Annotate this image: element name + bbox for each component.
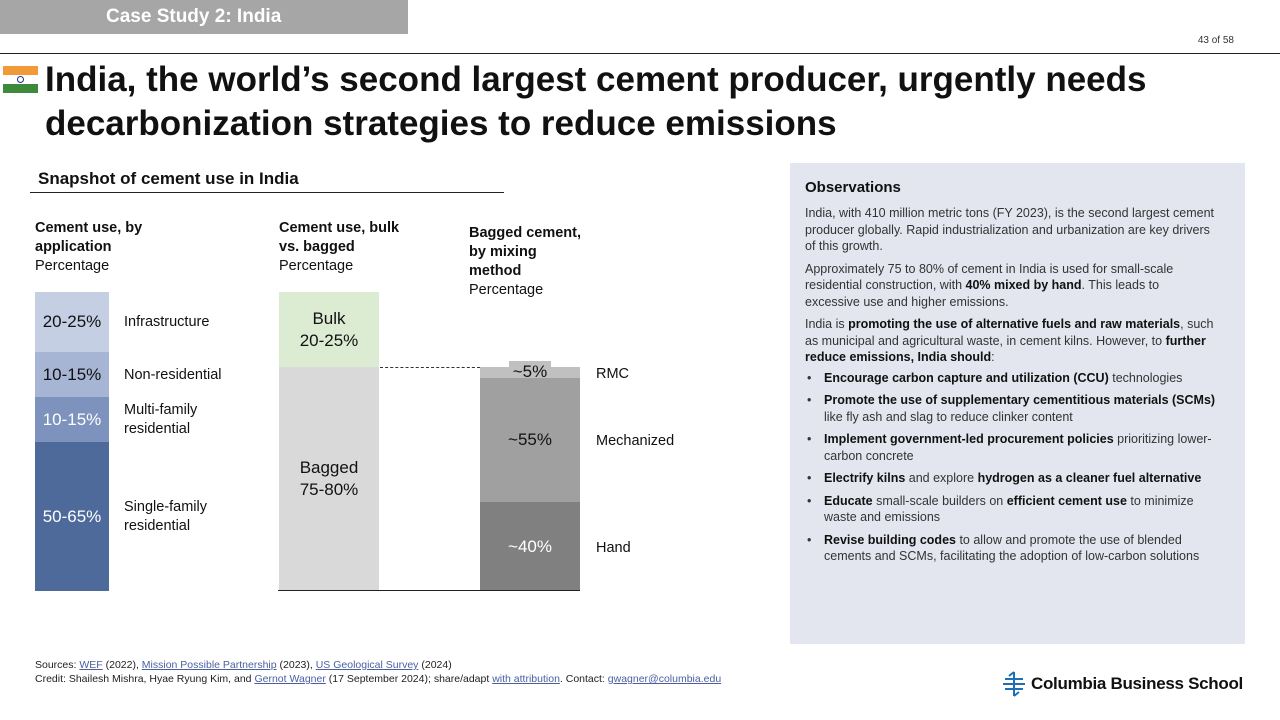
wef-link[interactable]: WEF	[79, 659, 103, 671]
list-item: Electrify kilns and explore hydrogen as …	[805, 470, 1217, 487]
sources-line: Sources: WEF (2022), Mission Possible Pa…	[35, 659, 452, 671]
attribution-link[interactable]: with attribution	[492, 673, 560, 685]
list-item: Promote the use of supplementary cementi…	[805, 392, 1217, 425]
bar-segment-infrastructure: 20-25%	[35, 292, 109, 352]
credit-line: Credit: Shailesh Mishra, Hyae Ryung Kim,…	[35, 673, 722, 685]
rmc-value-label: ~5%	[509, 361, 551, 383]
bar-segment-multi-family: 10-15%	[35, 397, 109, 442]
columbia-logo: Columbia Business School	[1002, 671, 1243, 697]
list-item: Revise building codes to allow and promo…	[805, 532, 1217, 565]
bar-segment-non-residential: 10-15%	[35, 352, 109, 397]
list-item: Encourage carbon capture and utilization…	[805, 370, 1217, 387]
observations-title: Observations	[805, 179, 901, 196]
connector-line	[380, 367, 480, 368]
header-divider	[0, 53, 1280, 54]
segment-value: 50-65%	[42, 506, 102, 526]
author-link[interactable]: Gernot Wagner	[254, 673, 326, 685]
segment-value: ~5%	[512, 362, 548, 381]
segment-value: ~40%	[508, 536, 552, 556]
chart2-heading: Cement use, bulk vs. bagged Percentage	[279, 219, 409, 276]
chart1-title: Cement use, by application	[35, 220, 143, 255]
page-title: India, the world’s second largest cement…	[45, 60, 1147, 143]
chart1-subtitle: Percentage	[35, 258, 110, 274]
list-item: Educate small-scale builders on efficien…	[805, 493, 1217, 526]
snapshot-divider	[30, 192, 504, 193]
legend-single-family: Single-family residential	[124, 499, 207, 534]
chart2-title: Cement use, bulk vs. bagged	[279, 220, 400, 255]
chart3-subtitle: Percentage	[469, 282, 544, 298]
observation-paragraph: India is promoting the use of alternativ…	[805, 317, 1214, 364]
observations-panel: Observations India, with 410 million met…	[790, 163, 1245, 644]
segment-name: Bulk	[312, 308, 346, 328]
sources-footer: Sources: WEF (2022), Mission Possible Pa…	[35, 658, 721, 686]
recommendations-list: Encourage carbon capture and utilization…	[805, 370, 1217, 565]
segment-value: 10-15%	[42, 364, 102, 384]
chart2-subtitle: Percentage	[279, 258, 354, 274]
usgs-link[interactable]: US Geological Survey	[315, 659, 419, 671]
section-tag-label: Case Study 2: India	[106, 6, 282, 27]
india-flag-icon	[3, 66, 38, 93]
segment-value: 20-25%	[42, 312, 102, 331]
segment-name: Bagged	[299, 458, 359, 477]
chart3-title: Bagged cement, by mixing method	[469, 225, 581, 279]
legend-rmc: RMC	[596, 366, 630, 382]
list-item: Implement government-led procurement pol…	[805, 431, 1217, 464]
mpp-link[interactable]: Mission Possible Partnership	[141, 659, 277, 671]
bar-segment-single-family: 50-65%	[35, 442, 109, 591]
email-link[interactable]: gwagner@columbia.edu	[607, 673, 722, 685]
legend-non-residential: Non-residential	[124, 367, 222, 383]
chart3-heading: Bagged cement, by mixing method Percenta…	[469, 224, 587, 300]
snapshot-title: Snapshot of cement use in India	[38, 169, 299, 188]
legend-infrastructure: Infrastructure	[124, 314, 210, 330]
bar-segment-bagged: Bagged 75-80%	[279, 367, 379, 591]
segment-value: 10-15%	[42, 409, 102, 429]
legend-hand: Hand	[596, 540, 631, 556]
bar-segment-bulk: Bulk 20-25%	[279, 292, 379, 367]
legend-mechanized: Mechanized	[596, 433, 675, 449]
page-number: 43 of 58	[1197, 35, 1234, 46]
segment-value: 20-25%	[299, 330, 359, 350]
segment-value: ~55%	[508, 430, 552, 449]
bar-segment-hand: ~40%	[480, 502, 580, 591]
legend-multi-family: Multi-family residential	[124, 402, 198, 437]
columbia-crown-icon	[1003, 671, 1025, 697]
observation-paragraph: Approximately 75 to 80% of cement in Ind…	[805, 261, 1174, 309]
logo-text: Columbia Business School	[1031, 674, 1243, 693]
chart1-heading: Cement use, by application Percentage	[35, 219, 155, 276]
section-tag: Case Study 2: India	[0, 0, 408, 34]
observation-paragraph: India, with 410 million metric tons (FY …	[805, 206, 1214, 253]
chart-baseline	[278, 590, 580, 591]
segment-value: 75-80%	[299, 480, 359, 499]
bar-segment-mechanized: ~55%	[480, 378, 580, 502]
